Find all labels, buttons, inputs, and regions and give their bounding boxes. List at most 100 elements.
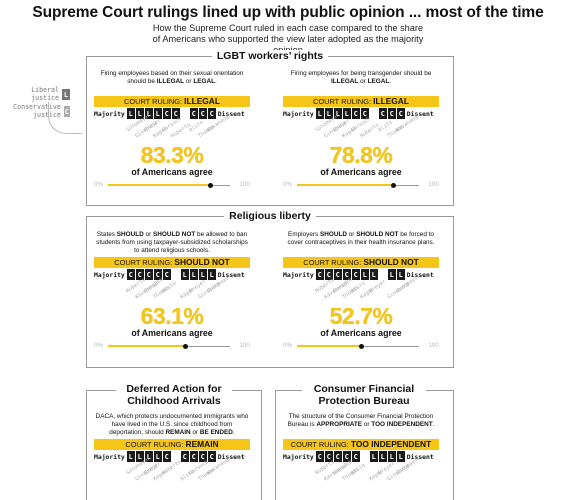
agree-slider: 0% 100 <box>94 341 250 353</box>
vote-gap <box>181 108 189 119</box>
slider-min: 0% <box>283 181 293 188</box>
majority-vote-box: L <box>135 451 144 462</box>
majority-vote-box: L <box>342 108 351 119</box>
percent-agree: 63.1% <box>140 303 204 329</box>
court-ruling-bar: COURT RULING: ILLEGAL <box>283 96 439 107</box>
panel-transgender: Firing employees for being transgender s… <box>283 70 439 192</box>
majority-vote-box: C <box>315 269 324 280</box>
panel-sexual-orientation: Firing employees based on their sexual o… <box>94 70 250 192</box>
panel-question: The structure of the Consumer Financial … <box>287 413 435 429</box>
majority-vote-box: C <box>162 108 171 119</box>
slider-max: 100 <box>428 181 439 188</box>
percent-agree: 83.3% <box>140 142 204 168</box>
agree-label: of Americans agree <box>131 167 213 177</box>
section-title-religious-liberty: Religious liberty <box>86 210 454 222</box>
court-ruling-label: COURT RULING: <box>125 440 184 449</box>
majority-vote-box: L <box>360 269 369 280</box>
slider-fill <box>108 345 185 347</box>
majority-label: Majority <box>283 452 314 461</box>
majority-vote-box: C <box>351 269 360 280</box>
agree-label: of Americans agree <box>131 328 213 338</box>
slider-max: 100 <box>428 342 439 349</box>
majority-vote-box: L <box>153 108 162 119</box>
majority-vote-box: L <box>144 451 153 462</box>
justice-names: Sotomayor Ginsburg Breyer Kagan Gorsuch Rober… <box>94 112 250 143</box>
agree-slider: 0% 100 <box>94 180 250 192</box>
justice-name: Alito <box>161 280 178 295</box>
court-ruling-label: COURT RULING: <box>114 258 173 267</box>
slider-fill <box>297 345 362 347</box>
justice-names: Roberts Kavanaugh Gorsuch Thomas Alito Kagan B… <box>283 455 439 486</box>
justice-name: Breyer <box>368 278 388 295</box>
dissent-vote-box: L <box>207 269 216 280</box>
dissent-vote-box: C <box>207 108 216 119</box>
slider-knob <box>207 183 213 188</box>
majority-vote-box: L <box>135 108 144 119</box>
justice-names: Roberts Kavanaugh Gorsuch Thomas Alito Kagan B… <box>94 273 250 304</box>
court-ruling-value: ILLEGAL <box>184 96 220 106</box>
majority-vote-box: L <box>315 108 324 119</box>
panel-question: States SHOULD or SHOULD NOT be allowed t… <box>96 231 248 255</box>
majority-vote-box: C <box>162 269 171 280</box>
legend-liberal-label: Liberal justice <box>31 86 59 102</box>
court-ruling-value: REMAIN <box>185 439 219 449</box>
majority-label: Majority <box>283 270 314 279</box>
dissent-vote-box: L <box>189 269 198 280</box>
panel-question: Firing employees for being transgender s… <box>290 70 432 86</box>
majority-vote-box: C <box>333 451 342 462</box>
dissent-vote-box: C <box>189 108 198 119</box>
vote-row: Majority L L L L C C C C C Dissent <box>94 108 250 119</box>
majority-vote-box: C <box>333 269 342 280</box>
panel-cfpb: The structure of the Consumer Financial … <box>283 413 439 486</box>
section-title-text: LGBT workers’ rights <box>211 50 329 62</box>
court-ruling-bar: COURT RULING: SHOULD NOT <box>283 257 439 268</box>
agree-slider: 0% 100 <box>283 180 439 192</box>
slider-max: 100 <box>239 181 250 188</box>
majority-vote-box: C <box>315 451 324 462</box>
section-title-cfpb: Consumer Financial Protection Bureau <box>302 383 426 407</box>
slider-min: 0% <box>94 181 104 188</box>
dissent-vote-box: L <box>180 269 189 280</box>
majority-vote-box: C <box>171 108 180 119</box>
court-ruling-value: TOO INDEPENDENT <box>350 439 432 449</box>
slider-track <box>297 183 419 188</box>
agree-label: of Americans agree <box>320 328 402 338</box>
dissent-vote-box: C <box>387 108 396 119</box>
dissent-vote-box: L <box>198 269 207 280</box>
majority-label: Majority <box>94 270 125 279</box>
section-title-text: Religious liberty <box>224 210 316 222</box>
agree-label: of Americans agree <box>320 167 402 177</box>
court-ruling-label: COURT RULING: <box>290 440 349 449</box>
vote-row: Majority C C C C C L L L L Dissent <box>283 269 439 280</box>
majority-vote-box: C <box>342 451 351 462</box>
majority-vote-box: C <box>351 108 360 119</box>
slider-max: 100 <box>239 342 250 349</box>
slider-knob <box>391 183 397 188</box>
court-ruling-label: COURT RULING: <box>313 97 372 106</box>
slider-knob <box>182 344 188 349</box>
court-ruling-label: COURT RULING: <box>124 97 183 106</box>
slider-track <box>297 344 419 349</box>
vote-gap <box>172 269 180 280</box>
slider-fill <box>297 184 394 186</box>
court-ruling-value: SHOULD NOT <box>174 257 230 267</box>
majority-vote-box: C <box>324 451 333 462</box>
court-ruling-value: SHOULD NOT <box>363 257 419 267</box>
dissent-vote-box: L <box>396 269 405 280</box>
majority-label: Majority <box>94 452 125 461</box>
court-ruling-bar: COURT RULING: ILLEGAL <box>94 96 250 107</box>
dissent-vote-box: C <box>180 451 189 462</box>
dissent-label: Dissent <box>406 109 434 118</box>
justice-name: Alito <box>350 462 367 477</box>
panel-contraceptives: Employers SHOULD or SHOULD NOT be forced… <box>283 231 439 353</box>
section-title-lgbt: LGBT workers’ rights <box>86 50 454 62</box>
court-ruling-bar: COURT RULING: TOO INDEPENDENT <box>283 439 439 450</box>
slider-min: 0% <box>94 342 104 349</box>
dissent-vote-box: C <box>198 108 207 119</box>
court-ruling-bar: COURT RULING: REMAIN <box>94 439 250 450</box>
majority-vote-box: L <box>369 269 378 280</box>
vote-row: Majority L L L L C C C C C Dissent <box>94 451 250 462</box>
vote-gap <box>370 108 378 119</box>
percent-agree: 52.7% <box>329 303 393 329</box>
slider-track <box>108 183 230 188</box>
